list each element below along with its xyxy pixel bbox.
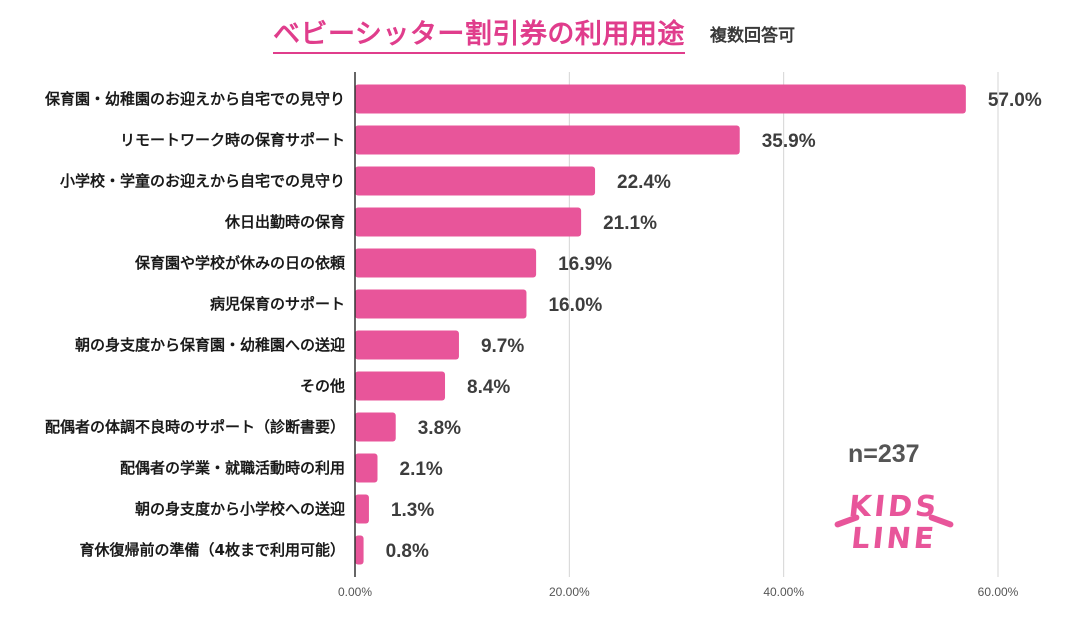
x-tick-label: 0.00% <box>338 585 372 599</box>
bar <box>355 371 446 401</box>
category-label: 保育園や学校が休みの日の依頼 <box>134 254 346 272</box>
bar <box>355 248 537 278</box>
bar <box>355 412 396 442</box>
value-label: 57.0% <box>988 90 1042 111</box>
value-label: 22.4% <box>617 172 671 193</box>
value-label: 9.7% <box>481 336 524 357</box>
category-label: 朝の身支度から保育園・幼稚園への送迎 <box>75 336 345 354</box>
logo-text-kids: KIDS <box>847 489 941 523</box>
chart-subtitle: 複数回答可 <box>710 25 796 46</box>
x-tick-label: 20.00% <box>549 585 590 599</box>
value-label: 35.9% <box>762 131 816 152</box>
bar <box>355 494 369 524</box>
value-label: 0.8% <box>386 541 429 562</box>
kids-line-logo: KIDS LINE <box>828 488 960 566</box>
chart-title: ベビーシッター割引券の利用用途 <box>272 12 685 54</box>
bar <box>355 330 459 360</box>
bar <box>355 84 966 114</box>
category-label: 小学校・学童のお迎えから自宅での見守り <box>60 172 345 190</box>
bar <box>355 535 364 565</box>
x-tick-label: 60.00% <box>978 585 1019 599</box>
category-label: 病児保育のサポート <box>210 295 345 313</box>
sample-size-label: n=237 <box>848 440 920 468</box>
x-tick-label: 40.00% <box>763 585 804 599</box>
value-label: 8.4% <box>467 377 510 398</box>
category-label: 育休復帰前の準備（4枚まで利用可能） <box>80 541 345 559</box>
category-label: 保育園・幼稚園のお迎えから自宅での見守り <box>44 90 345 108</box>
category-label: その他 <box>300 377 345 395</box>
bar <box>355 125 740 155</box>
bar <box>355 289 527 319</box>
category-label: リモートワーク時の保育サポート <box>120 131 345 149</box>
category-label: 休日出勤時の保育 <box>224 213 345 231</box>
bar <box>355 166 596 196</box>
value-label: 16.0% <box>548 295 602 316</box>
bar <box>355 453 378 483</box>
value-label: 16.9% <box>558 254 612 275</box>
value-label: 21.1% <box>603 213 657 234</box>
value-label: 3.8% <box>418 418 461 439</box>
bar <box>355 207 582 237</box>
value-label: 1.3% <box>391 500 434 521</box>
logo-text-line: LINE <box>849 521 939 555</box>
category-label: 朝の身支度から小学校への送迎 <box>135 500 345 518</box>
title-area: ベビーシッター割引券の利用用途 複数回答可 <box>0 12 1068 54</box>
value-label: 2.1% <box>400 459 443 480</box>
category-label: 配偶者の体調不良時のサポート（診断書要） <box>45 418 345 436</box>
category-label: 配偶者の学業・就職活動時の利用 <box>120 459 345 477</box>
